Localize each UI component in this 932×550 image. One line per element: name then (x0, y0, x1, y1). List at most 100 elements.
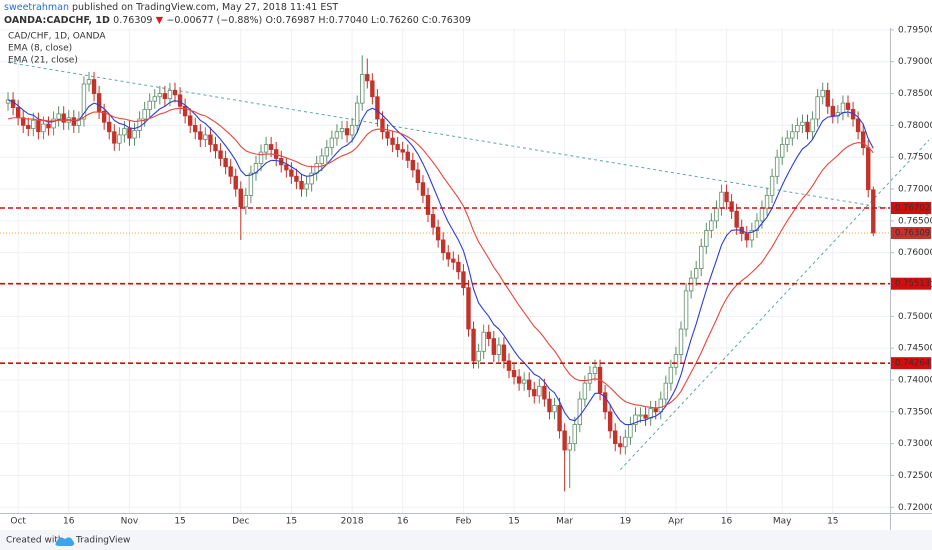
candle-body (764, 194, 770, 209)
candle-body (805, 121, 810, 133)
candle-body (658, 398, 663, 413)
candle-body (587, 373, 593, 384)
candle-body (410, 159, 416, 171)
candle-body (46, 123, 51, 129)
candle-body (152, 96, 157, 102)
candle-body (304, 183, 309, 190)
candle-body (61, 113, 66, 123)
ema-line (7, 107, 874, 409)
level-label: 0.76702 (895, 203, 930, 213)
arrow: ▼ (156, 15, 164, 26)
y-tick-label: 0.79500 (898, 25, 932, 35)
candle-body (243, 194, 249, 208)
candle-body (845, 102, 851, 110)
candle-body (516, 376, 522, 384)
candle-body (248, 172, 254, 196)
footer-created: Created with (6, 536, 64, 546)
y-tick-label: 0.73500 (898, 407, 932, 417)
candle-body (668, 366, 674, 384)
candle-body (623, 436, 628, 448)
candle-body (613, 430, 618, 445)
candle-body (734, 210, 739, 228)
candle-body (860, 131, 866, 149)
candle-body (284, 164, 289, 171)
candle-body (683, 290, 689, 330)
candle-body (577, 398, 583, 425)
candle-body (41, 123, 46, 133)
candle-body (825, 89, 830, 107)
x-tick-label: 2018 (341, 517, 364, 527)
candle-body (31, 119, 36, 129)
header: sweetrahman published on TradingView.com… (4, 2, 338, 13)
author[interactable]: sweetrahman (4, 2, 69, 13)
x-tick-label: Dec (232, 517, 249, 527)
candle-body (182, 105, 188, 117)
change: −0.00677 (−0.88%) (166, 15, 262, 26)
candle-body (15, 107, 21, 119)
candle-body (673, 354, 679, 368)
footer-brand[interactable]: TradingView (75, 536, 130, 546)
candle-body (162, 93, 168, 100)
candle-body (238, 188, 243, 208)
candle-body (177, 94, 183, 107)
candle-body (218, 150, 223, 159)
candle-body (258, 151, 264, 164)
candle-body (486, 331, 491, 340)
candle-body (233, 175, 238, 190)
candle-body (532, 389, 537, 397)
candle-body (299, 180, 304, 190)
x-tick-label: Apr (668, 517, 684, 527)
candle-body (319, 155, 324, 164)
candle-body (638, 414, 643, 417)
candle-body (542, 385, 547, 400)
candle-body (309, 172, 314, 185)
candle-body (749, 230, 755, 241)
y-tick-label: 0.75000 (898, 312, 932, 322)
candle-body (107, 121, 112, 133)
info-line: OANDA:CADCHF, 1D 0.76309 ▼ −0.00677 (−0.… (4, 15, 471, 26)
legend-entry: EMA (21, close) (8, 56, 78, 66)
candle-body (537, 385, 542, 397)
candle-body (147, 100, 152, 110)
candle-body (365, 74, 370, 82)
y-tick-label: 0.74000 (898, 375, 932, 385)
candle-body (253, 163, 259, 174)
candle-body (866, 147, 871, 191)
x-tick-label: 15 (827, 517, 838, 527)
candle-body (187, 115, 193, 126)
ohlc: O:0.76987 H:0.77040 L:0.76260 C:0.76309 (266, 15, 471, 26)
x-tick-label: 16 (397, 517, 409, 527)
candle-body (840, 102, 846, 114)
candle-body (729, 201, 734, 212)
candle-body (496, 344, 502, 355)
candle-body (476, 350, 481, 362)
candle-body (820, 89, 825, 98)
candle-body (521, 379, 527, 384)
candle-body (709, 220, 714, 231)
candle-body (618, 443, 623, 448)
candle-body (790, 131, 795, 139)
candle-body (714, 207, 719, 222)
brand-logo (55, 537, 75, 546)
candle-body (663, 382, 669, 400)
candle-body (552, 405, 557, 413)
legend-entry: EMA (8, close) (8, 44, 72, 54)
candle-body (51, 118, 56, 129)
candle-body (329, 137, 335, 149)
candle-body (172, 89, 178, 96)
candle-body (815, 96, 820, 120)
candle-body (754, 220, 760, 231)
candle-body (582, 382, 588, 400)
plot-area (0, 28, 930, 513)
candle-body (724, 191, 729, 203)
candle-body (855, 118, 861, 133)
candle-body (56, 113, 61, 120)
candle-body (785, 137, 790, 145)
y-tick-label: 0.77000 (898, 185, 932, 195)
candle-body (511, 370, 517, 378)
candle-body (547, 398, 552, 413)
candle-body (567, 443, 572, 451)
candle-body (415, 169, 421, 184)
y-tick-label: 0.72000 (898, 503, 932, 513)
